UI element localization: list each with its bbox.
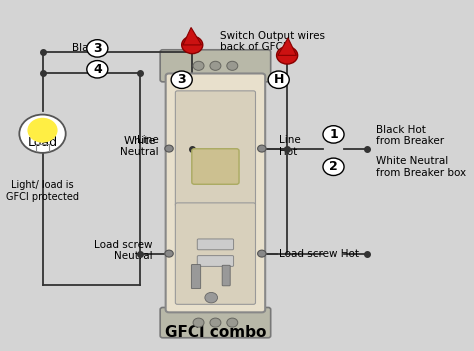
Circle shape [323,126,344,143]
Circle shape [165,250,173,257]
Circle shape [171,71,192,88]
FancyBboxPatch shape [160,50,271,82]
Circle shape [193,318,204,327]
Circle shape [210,61,221,70]
FancyBboxPatch shape [165,73,265,312]
Text: 4: 4 [93,63,102,76]
Text: Test: Test [210,174,225,184]
Text: 3: 3 [177,73,186,86]
FancyBboxPatch shape [192,149,239,184]
Text: 1: 1 [329,128,338,141]
Text: Switch Output wires
back of GFCI: Switch Output wires back of GFCI [219,31,325,52]
FancyBboxPatch shape [160,307,271,338]
FancyBboxPatch shape [175,91,255,206]
Circle shape [19,114,66,153]
Text: Light/ load is
GFCI protected: Light/ load is GFCI protected [6,180,79,202]
Circle shape [165,145,173,152]
Text: Black Hot
from Breaker: Black Hot from Breaker [376,125,444,146]
Circle shape [87,61,108,78]
Circle shape [268,71,289,88]
Text: Line
Neutral: Line Neutral [120,135,158,157]
Circle shape [205,292,218,303]
FancyBboxPatch shape [191,265,201,289]
FancyBboxPatch shape [222,265,230,286]
Circle shape [227,318,238,327]
Text: GFCI combo: GFCI combo [165,325,266,340]
Text: Load screw
Neutral: Load screw Neutral [94,240,152,261]
Circle shape [182,36,203,54]
Text: White Neutral
from Breaker box: White Neutral from Breaker box [376,156,466,178]
Circle shape [323,158,344,176]
Text: H: H [273,73,284,86]
FancyBboxPatch shape [197,256,234,266]
Polygon shape [278,38,296,55]
Text: 3: 3 [93,42,101,55]
Circle shape [193,61,204,70]
Circle shape [227,61,238,70]
Circle shape [87,40,108,57]
Text: White: White [123,136,156,146]
Text: Black: Black [72,44,100,53]
Circle shape [257,145,266,152]
FancyBboxPatch shape [175,203,255,304]
Text: 2: 2 [329,160,338,173]
Circle shape [210,318,221,327]
Polygon shape [183,27,201,45]
Circle shape [276,47,298,64]
Text: Load screw Hot: Load screw Hot [279,249,359,259]
Circle shape [257,250,266,257]
Text: Load: Load [27,136,57,149]
Text: Reset: Reset [207,162,228,171]
FancyBboxPatch shape [197,239,234,250]
Text: Line
Hot: Line Hot [279,135,301,157]
Circle shape [27,118,57,143]
